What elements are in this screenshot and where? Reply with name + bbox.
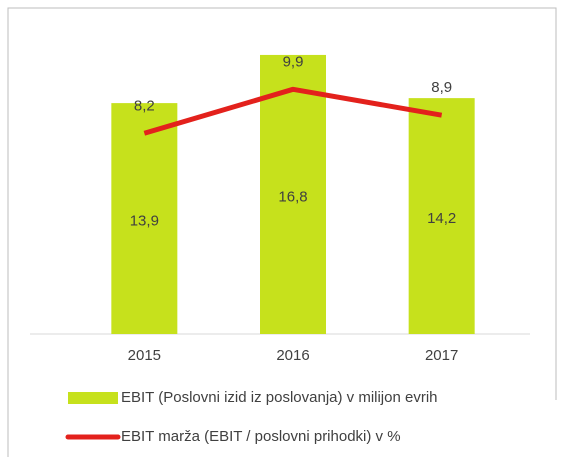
bar-label: 14,2 (427, 210, 456, 227)
chart-frame (7, 7, 557, 457)
line-label: 8,2 (134, 97, 155, 114)
bar (260, 54, 326, 334)
bar-label: 13,9 (130, 213, 159, 230)
line (143, 86, 443, 136)
line-label: 8,9 (431, 79, 452, 96)
legend-swatch (68, 392, 118, 404)
legend-label: EBIT marža (EBIT / poslovni prihodki) v … (121, 428, 401, 445)
x-tick-label: 2015 (128, 347, 161, 364)
line-label: 9,9 (283, 53, 304, 70)
bar (111, 103, 178, 334)
bar-label: 16,8 (278, 188, 307, 205)
x-tick-label: 2017 (425, 347, 458, 364)
bar (408, 98, 475, 334)
x-tick-label: 2016 (276, 347, 309, 364)
legend-label: EBIT (Poslovni izid iz poslovanja) v mil… (121, 389, 438, 406)
